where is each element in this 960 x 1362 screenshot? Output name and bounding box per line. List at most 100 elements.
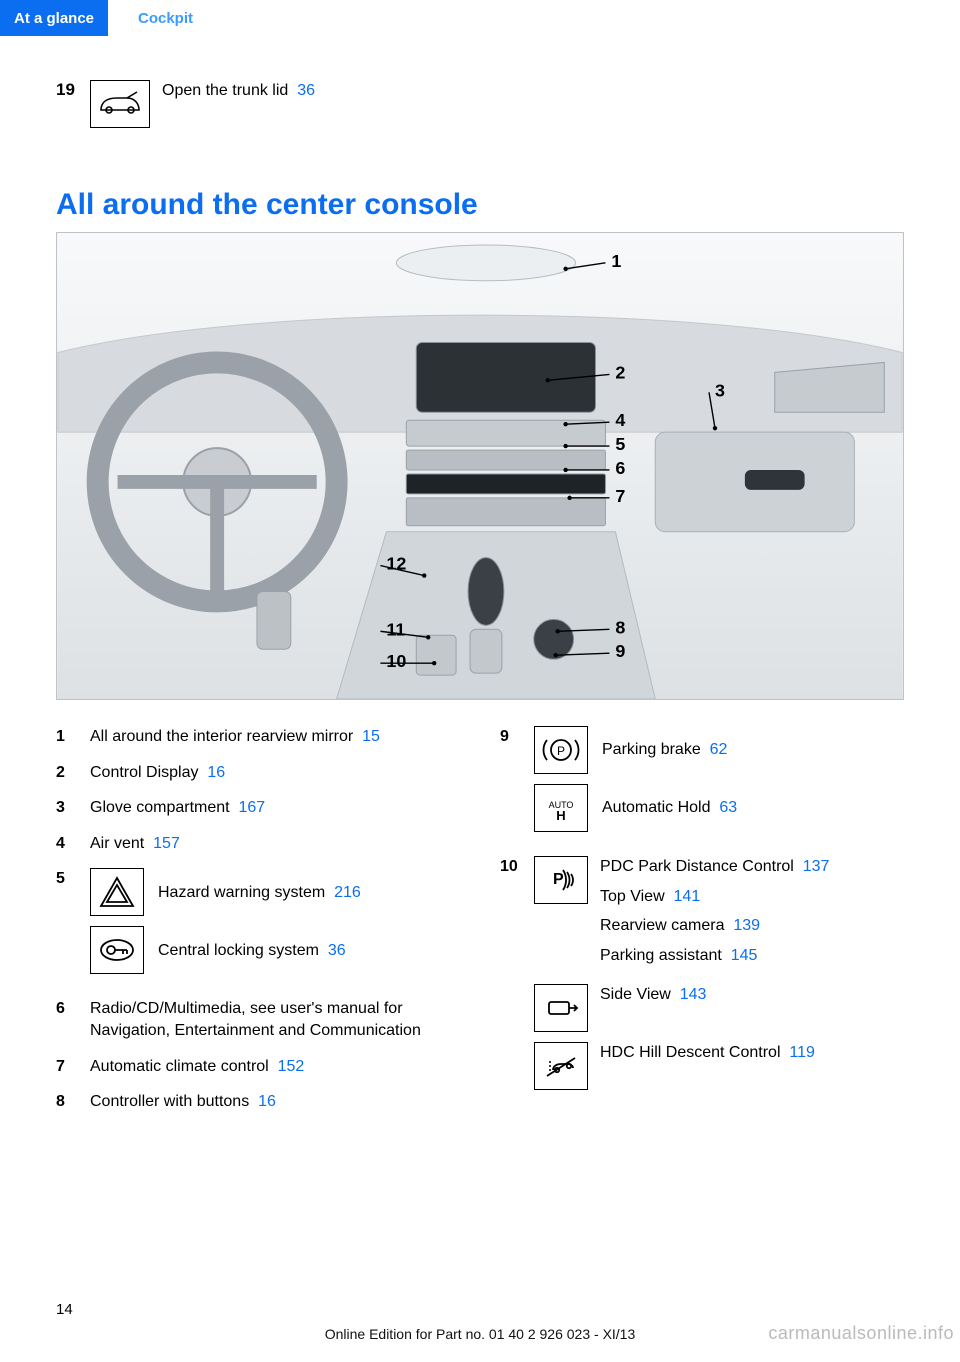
legend-item-text: Top View — [600, 888, 665, 905]
top-item-number: 19 — [56, 80, 78, 100]
svg-text:5: 5 — [615, 434, 625, 454]
legend-item-number: 1 — [56, 726, 76, 748]
center-console-figure: 123456712111089 — [56, 232, 904, 700]
legend-item-text: Automatic climate control — [90, 1058, 269, 1075]
svg-text:6: 6 — [615, 458, 625, 478]
legend-item: 5 Hazard warning system 216 Central locki… — [56, 868, 460, 984]
legend-item: 7 Automatic climate control 152 — [56, 1056, 460, 1078]
top-item-ref[interactable]: 36 — [297, 82, 315, 99]
hdc-icon — [534, 1042, 588, 1090]
svg-text:8: 8 — [615, 617, 625, 637]
watermark: carmanualsonline.info — [768, 1323, 954, 1344]
legend-item-text: All around the interior rearview mirror — [90, 728, 353, 745]
legend-item-ref[interactable]: 15 — [362, 728, 380, 745]
legend-item-text: Air vent — [90, 835, 144, 852]
legend-item-body: Glove compartment 167 — [90, 797, 460, 819]
legend-item-ref[interactable]: 16 — [258, 1093, 276, 1110]
top-item-label: Open the trunk lid 36 — [162, 80, 315, 100]
svg-text:7: 7 — [615, 486, 625, 506]
top-item-row: 19 Open the trunk lid 36 — [56, 80, 904, 128]
page-content: 19 Open the trunk lid 36 All around the … — [56, 80, 904, 1127]
legend-item: 2 Control Display 16 — [56, 762, 460, 784]
svg-text:1: 1 — [611, 251, 621, 271]
legend-item-number: 6 — [56, 998, 76, 1041]
legend-item: 10 P PDC Park Distance Control 137 Top Vi… — [500, 856, 904, 1100]
legend-item-ref[interactable]: 141 — [674, 888, 701, 905]
legend-item-body: Controller with buttons 16 — [90, 1091, 460, 1113]
legend-item-ref[interactable]: 139 — [733, 917, 760, 934]
legend-item-text: HDC Hill Descent Control — [600, 1044, 781, 1061]
top-item-text: Open the trunk lid — [162, 82, 288, 99]
svg-text:3: 3 — [715, 380, 725, 400]
legend-item-body: Parking brake 62 Automatic Hold 63 — [602, 726, 904, 842]
legend-item-text: Side View — [600, 986, 671, 1003]
pdc-icon: P — [534, 856, 588, 904]
svg-text:P: P — [557, 744, 565, 758]
legend-item-text: Glove compartment — [90, 799, 230, 816]
legend-item-icons: P AUTOH — [534, 726, 588, 842]
legend-item-body: Radio/CD/Multimedia, see user's manual f… — [90, 998, 460, 1041]
page-header: At a glance Cockpit — [0, 0, 960, 36]
callout-layer: 123456712111089 — [57, 233, 903, 699]
legend-item-text: Control Display — [90, 764, 198, 781]
legend-item-body: Automatic climate control 152 — [90, 1056, 460, 1078]
svg-text:2: 2 — [615, 362, 625, 382]
pbrake-icon: P — [534, 726, 588, 774]
legend-item-ref[interactable]: 119 — [789, 1044, 815, 1061]
legend-item-ref[interactable]: 143 — [680, 986, 707, 1003]
legend-item-ref[interactable]: 36 — [328, 940, 346, 962]
section-heading: All around the center console — [56, 188, 904, 222]
legend-item-number: 3 — [56, 797, 76, 819]
legend-item-text: Parking assistant — [600, 947, 722, 964]
legend-item-body: Control Display 16 — [90, 762, 460, 784]
legend-item-text: Hazard warning system — [158, 882, 325, 904]
legend-item-number: 5 — [56, 868, 76, 890]
svg-text:10: 10 — [386, 651, 406, 671]
header-tab-primary: At a glance — [0, 0, 108, 36]
legend-column-right: 9 P AUTOH Parking brake 62 Automatic Hold … — [500, 726, 904, 1127]
legend-item-number: 9 — [500, 726, 520, 748]
legend-item-number: 2 — [56, 762, 76, 784]
legend-item-text: Rearview camera — [600, 917, 724, 934]
legend-item-ref[interactable]: 152 — [278, 1058, 305, 1075]
legend-item-text: Parking brake — [602, 739, 701, 761]
svg-text:H: H — [556, 808, 565, 823]
legend-item-ref[interactable]: 137 — [803, 858, 830, 875]
legend-item-ref[interactable]: 157 — [153, 835, 180, 852]
legend-item-icons — [90, 868, 144, 984]
svg-text:12: 12 — [386, 554, 406, 574]
legend-item: 8 Controller with buttons 16 — [56, 1091, 460, 1113]
legend-item-number: 8 — [56, 1091, 76, 1113]
svg-text:4: 4 — [615, 410, 625, 430]
sideview-icon — [534, 984, 588, 1032]
legend-item-text: Central locking system — [158, 940, 319, 962]
key-icon — [90, 926, 144, 974]
legend-item-number: 10 — [500, 856, 520, 878]
legend-item: 4 Air vent 157 — [56, 833, 460, 855]
legend-item-text: Automatic Hold — [602, 797, 711, 819]
legend-item-ref[interactable]: 63 — [719, 797, 737, 819]
legend-item-text: Controller with buttons — [90, 1093, 249, 1110]
legend-item-ref[interactable]: 216 — [334, 882, 361, 904]
svg-text:11: 11 — [386, 619, 405, 639]
legend-item-ref[interactable]: 167 — [239, 799, 266, 816]
header-tab-secondary: Cockpit — [128, 0, 203, 36]
legend-item: 6 Radio/CD/Multimedia, see user's manual… — [56, 998, 460, 1041]
legend-column-left: 1 All around the interior rearview mirro… — [56, 726, 460, 1127]
legend-item: 3 Glove compartment 167 — [56, 797, 460, 819]
legend-item-ref[interactable]: 145 — [731, 947, 758, 964]
legend-item-ref[interactable]: 16 — [207, 764, 225, 781]
legend-columns: 1 All around the interior rearview mirro… — [56, 726, 904, 1127]
legend-item-number: 4 — [56, 833, 76, 855]
legend-item-body: Air vent 157 — [90, 833, 460, 855]
legend-item-ref[interactable]: 62 — [710, 739, 728, 761]
legend-item-text: PDC Park Distance Control — [600, 858, 794, 875]
legend-item-text: Radio/CD/Multimedia, see user's manual f… — [90, 1000, 421, 1039]
legend-item-body: All around the interior rearview mirror … — [90, 726, 460, 748]
autoh-icon: AUTOH — [534, 784, 588, 832]
legend-item-number: 7 — [56, 1056, 76, 1078]
page-number: 14 — [56, 1301, 73, 1318]
legend-item-body: Hazard warning system 216 Central locking… — [158, 868, 460, 984]
trunk-icon — [90, 80, 150, 128]
svg-text:9: 9 — [615, 641, 625, 661]
